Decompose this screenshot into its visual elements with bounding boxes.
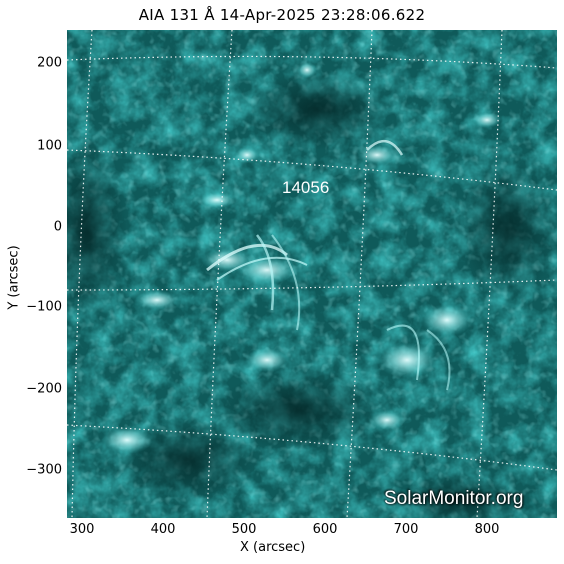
y-tick-label: 100 bbox=[37, 138, 62, 154]
y-axis-label: Y (arcsec) bbox=[6, 245, 22, 310]
x-tick-label: 800 bbox=[474, 522, 500, 537]
y-tick-label: 0 bbox=[53, 219, 62, 235]
heliographic-grid bbox=[67, 30, 557, 518]
y-tick-label: −200 bbox=[26, 381, 62, 397]
x-tick-label: 600 bbox=[312, 522, 338, 537]
active-region-label: 14056 bbox=[282, 178, 330, 197]
x-tick-label: 700 bbox=[393, 522, 419, 537]
x-axis-label: X (arcsec) bbox=[240, 540, 306, 555]
x-tick-label: 300 bbox=[69, 522, 95, 537]
y-tick-label: −100 bbox=[26, 299, 62, 315]
aia-131-solar-image bbox=[67, 30, 557, 518]
y-tick-label: −300 bbox=[26, 462, 62, 478]
solar-image-frame bbox=[67, 30, 557, 518]
x-tick-label: 400 bbox=[150, 522, 176, 537]
image-title: AIA 131 Å 14-Apr-2025 23:28:06.622 bbox=[138, 6, 426, 24]
x-tick-label: 500 bbox=[231, 522, 257, 537]
y-tick-label: 200 bbox=[37, 55, 62, 71]
watermark-logo: SolarMonitor.org bbox=[384, 488, 524, 509]
